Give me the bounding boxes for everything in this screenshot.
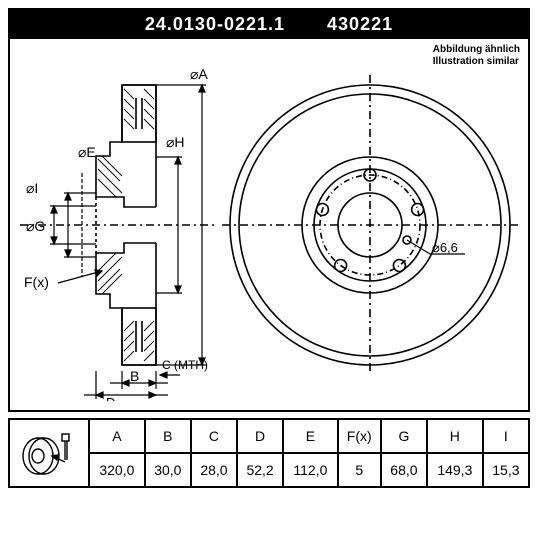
col-h: D	[237, 419, 283, 453]
col-v: 68,0	[381, 453, 427, 487]
hole-dia-label: ⌀6,6	[432, 240, 458, 255]
dim-Fx: F(x)	[24, 274, 49, 290]
dim-D: D	[106, 395, 115, 401]
dim-C: C (MTH)	[162, 358, 208, 372]
dim-G: ⌀G	[26, 218, 45, 234]
col-v: 112,0	[283, 453, 337, 487]
part-number: 24.0130-0221.1	[145, 14, 285, 35]
col-v: 149,3	[427, 453, 483, 487]
dimension-table: A B C D E F(x) G H I 320,0 30,0 28,0 52,…	[8, 418, 530, 488]
col-h: E	[283, 419, 337, 453]
col-h: G	[381, 419, 427, 453]
disc-bolt-icon	[18, 426, 80, 480]
col-v: 5	[338, 453, 381, 487]
col-v: 52,2	[237, 453, 283, 487]
title-bar: 24.0130-0221.1 430221	[10, 10, 528, 39]
col-h: B	[145, 419, 191, 453]
dim-H: ⌀H	[166, 134, 185, 150]
dim-I: ⌀I	[26, 180, 38, 196]
col-v: 15,3	[483, 453, 529, 487]
col-h: F(x)	[338, 419, 381, 453]
col-v: 28,0	[191, 453, 237, 487]
drawing-frame: 24.0130-0221.1 430221 Abbildung ähnlich …	[8, 8, 530, 412]
icon-cell	[9, 419, 89, 487]
col-v: 320,0	[89, 453, 145, 487]
col-h: H	[427, 419, 483, 453]
technical-drawing: ⌀6,6	[10, 39, 528, 401]
dim-A: ⌀A	[190, 66, 208, 82]
dim-B: B	[130, 368, 139, 384]
dim-E: ⌀E	[78, 144, 96, 160]
col-h: A	[89, 419, 145, 453]
col-h: I	[483, 419, 529, 453]
col-h: C	[191, 419, 237, 453]
col-v: 30,0	[145, 453, 191, 487]
ref-number: 430221	[327, 14, 393, 35]
